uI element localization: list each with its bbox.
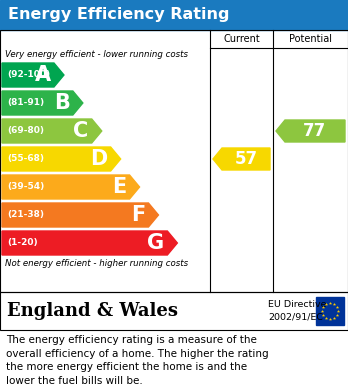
- Text: B: B: [54, 93, 70, 113]
- Text: A: A: [35, 65, 51, 85]
- Text: (81-91): (81-91): [7, 99, 44, 108]
- Text: D: D: [90, 149, 108, 169]
- Bar: [316, 297, 344, 325]
- Text: EU Directive
2002/91/EC: EU Directive 2002/91/EC: [268, 300, 326, 322]
- Text: (92-100): (92-100): [7, 70, 50, 79]
- Polygon shape: [2, 147, 121, 171]
- Text: C: C: [73, 121, 89, 141]
- Text: Current: Current: [223, 34, 260, 44]
- Polygon shape: [2, 175, 140, 199]
- Text: (1-20): (1-20): [7, 239, 38, 248]
- Text: (39-54): (39-54): [7, 183, 44, 192]
- Text: Energy Efficiency Rating: Energy Efficiency Rating: [8, 7, 229, 23]
- Text: (55-68): (55-68): [7, 154, 44, 163]
- Polygon shape: [213, 148, 270, 170]
- Bar: [0, 0, 348, 30]
- Text: Potential: Potential: [289, 34, 332, 44]
- Text: F: F: [131, 205, 145, 225]
- Polygon shape: [2, 231, 177, 255]
- Bar: [0, 30, 348, 292]
- Bar: [0, 292, 348, 330]
- Text: 77: 77: [303, 122, 327, 140]
- Text: E: E: [112, 177, 127, 197]
- Polygon shape: [2, 63, 64, 87]
- Text: (21-38): (21-38): [7, 210, 44, 219]
- Polygon shape: [2, 203, 158, 227]
- Text: (69-80): (69-80): [7, 127, 44, 136]
- Text: The energy efficiency rating is a measure of the
overall efficiency of a home. T: The energy efficiency rating is a measur…: [6, 335, 269, 386]
- Polygon shape: [2, 91, 83, 115]
- Text: England & Wales: England & Wales: [7, 302, 178, 320]
- Text: 57: 57: [235, 150, 258, 168]
- Bar: [0, 30, 348, 292]
- Text: Not energy efficient - higher running costs: Not energy efficient - higher running co…: [5, 259, 188, 268]
- Text: G: G: [147, 233, 164, 253]
- Polygon shape: [2, 119, 102, 143]
- Text: Very energy efficient - lower running costs: Very energy efficient - lower running co…: [5, 50, 188, 59]
- Polygon shape: [276, 120, 345, 142]
